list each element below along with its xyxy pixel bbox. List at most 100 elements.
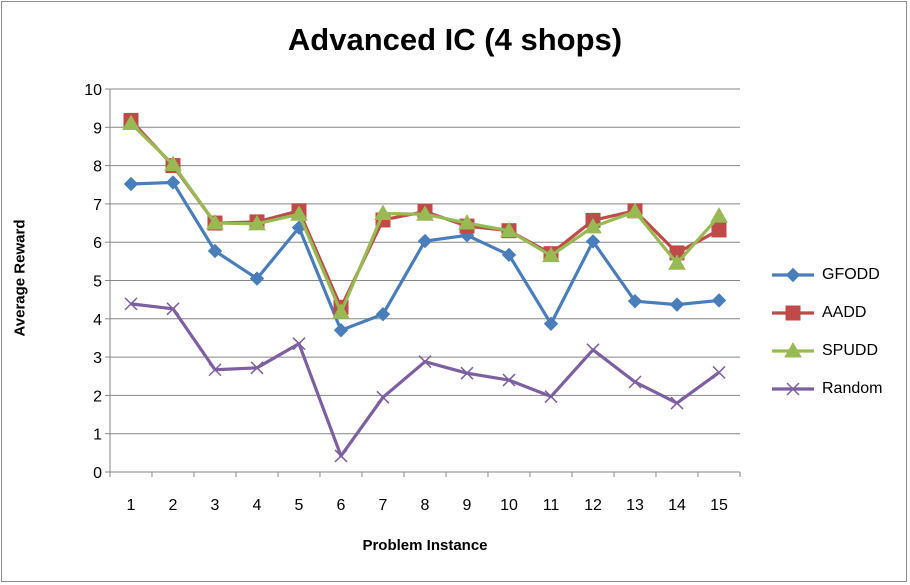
data-point-gfodd xyxy=(165,175,181,190)
legend-label-random: Random xyxy=(822,380,883,397)
legend-item-gfodd: GFODD xyxy=(770,256,882,294)
x-tick-label: 4 xyxy=(253,497,262,514)
data-point-random xyxy=(208,363,222,377)
marker-stroke xyxy=(334,449,348,463)
data-point-spudd xyxy=(710,207,728,223)
x-tick-label: 9 xyxy=(463,497,472,514)
marker-stroke xyxy=(124,297,138,311)
data-point-spudd xyxy=(668,254,686,270)
data-point-gfodd xyxy=(375,306,391,322)
legend-swatch-marker xyxy=(785,267,801,283)
x-tick-label: 7 xyxy=(379,497,388,514)
data-point-spudd xyxy=(416,205,434,221)
series-spudd xyxy=(122,114,728,319)
data-point-spudd xyxy=(500,221,518,238)
series-layer xyxy=(122,112,728,463)
data-point-gfodd xyxy=(501,247,517,263)
marker-stroke xyxy=(208,363,222,377)
series-line-random xyxy=(130,302,720,458)
x-tick-label: 15 xyxy=(710,497,728,514)
legend-item-spudd: SPUDD xyxy=(770,332,882,370)
marker-stroke xyxy=(712,365,726,379)
y-tick-label: 9 xyxy=(93,120,102,137)
data-point-random xyxy=(544,390,558,404)
marker-stroke xyxy=(586,343,600,357)
x-tick-label: 1 xyxy=(127,497,136,514)
data-point-gfodd xyxy=(417,233,433,249)
marker-stroke xyxy=(670,396,684,410)
data-point-random xyxy=(292,337,306,351)
marker-stroke xyxy=(786,382,800,396)
x-tick-label: 12 xyxy=(584,497,602,514)
x-tick-label: 8 xyxy=(421,497,430,514)
y-tick-label: 2 xyxy=(93,388,102,405)
legend-label-spudd: SPUDD xyxy=(822,342,879,359)
x-tick-label: 11 xyxy=(543,497,560,514)
data-point-spudd xyxy=(584,217,602,234)
x-tick-label: 10 xyxy=(500,497,518,514)
data-point-random xyxy=(376,390,390,404)
marker-stroke xyxy=(502,373,516,387)
legend-swatch-random xyxy=(772,382,814,396)
data-point-spudd xyxy=(290,205,308,221)
x-tick-label: 14 xyxy=(668,497,686,514)
x-tick-label: 2 xyxy=(169,497,178,514)
marker-stroke xyxy=(376,390,390,404)
x-axis-label: Problem Instance xyxy=(362,537,488,554)
data-point-random xyxy=(166,302,180,316)
marker-stroke xyxy=(292,337,306,351)
data-point-gfodd xyxy=(627,293,643,309)
data-point-spudd xyxy=(332,303,350,319)
marker-stroke xyxy=(460,366,474,380)
marker-stroke xyxy=(166,302,180,316)
data-point-gfodd xyxy=(333,323,349,338)
data-point-spudd xyxy=(374,204,392,220)
chart-legend: GFODD AADD SPUDD Random xyxy=(770,256,882,408)
data-point-random xyxy=(502,373,516,387)
marker-stroke xyxy=(418,355,432,369)
y-tick-label: 4 xyxy=(93,312,102,329)
legend-swatch-spudd xyxy=(772,341,814,358)
data-point-random xyxy=(334,449,348,463)
series-gfodd xyxy=(123,175,727,338)
legend-item-aadd: AADD xyxy=(770,294,882,332)
y-tick-label: 1 xyxy=(93,427,102,444)
marker-stroke xyxy=(544,390,558,404)
data-point-spudd xyxy=(248,214,266,231)
y-tick-label: 8 xyxy=(93,159,102,176)
data-point-random xyxy=(460,366,474,380)
legend-item-random: Random xyxy=(770,370,882,408)
data-point-gfodd xyxy=(585,234,601,249)
data-point-spudd xyxy=(542,246,560,263)
data-point-random xyxy=(628,375,642,389)
data-point-gfodd xyxy=(123,176,139,192)
data-point-gfodd xyxy=(711,293,727,308)
chart-title: Advanced IC (4 shops) xyxy=(287,22,623,57)
marker-stroke xyxy=(628,375,642,389)
data-point-random xyxy=(250,361,264,375)
legend-label-gfodd: GFODD xyxy=(822,266,880,283)
y-tick-label: 0 xyxy=(93,465,102,482)
grid-layer xyxy=(110,88,740,473)
data-point-random xyxy=(586,343,600,357)
x-tick-label: 3 xyxy=(211,497,220,514)
data-point-spudd xyxy=(626,202,644,219)
legend-swatch-marker xyxy=(786,382,800,396)
data-point-spudd xyxy=(122,114,140,130)
data-point-random xyxy=(712,365,726,379)
data-point-spudd xyxy=(206,214,224,230)
series-random xyxy=(124,297,726,463)
data-point-random xyxy=(418,355,432,369)
y-tick-label: 7 xyxy=(93,197,102,214)
data-point-spudd xyxy=(164,155,182,171)
x-tick-label: 5 xyxy=(295,497,304,514)
data-point-random xyxy=(670,396,684,410)
data-point-gfodd xyxy=(207,243,223,259)
marker-stroke xyxy=(250,361,264,375)
legend-swatch-marker xyxy=(784,341,802,358)
y-tick-label: 6 xyxy=(93,235,102,252)
data-point-gfodd xyxy=(249,271,265,286)
